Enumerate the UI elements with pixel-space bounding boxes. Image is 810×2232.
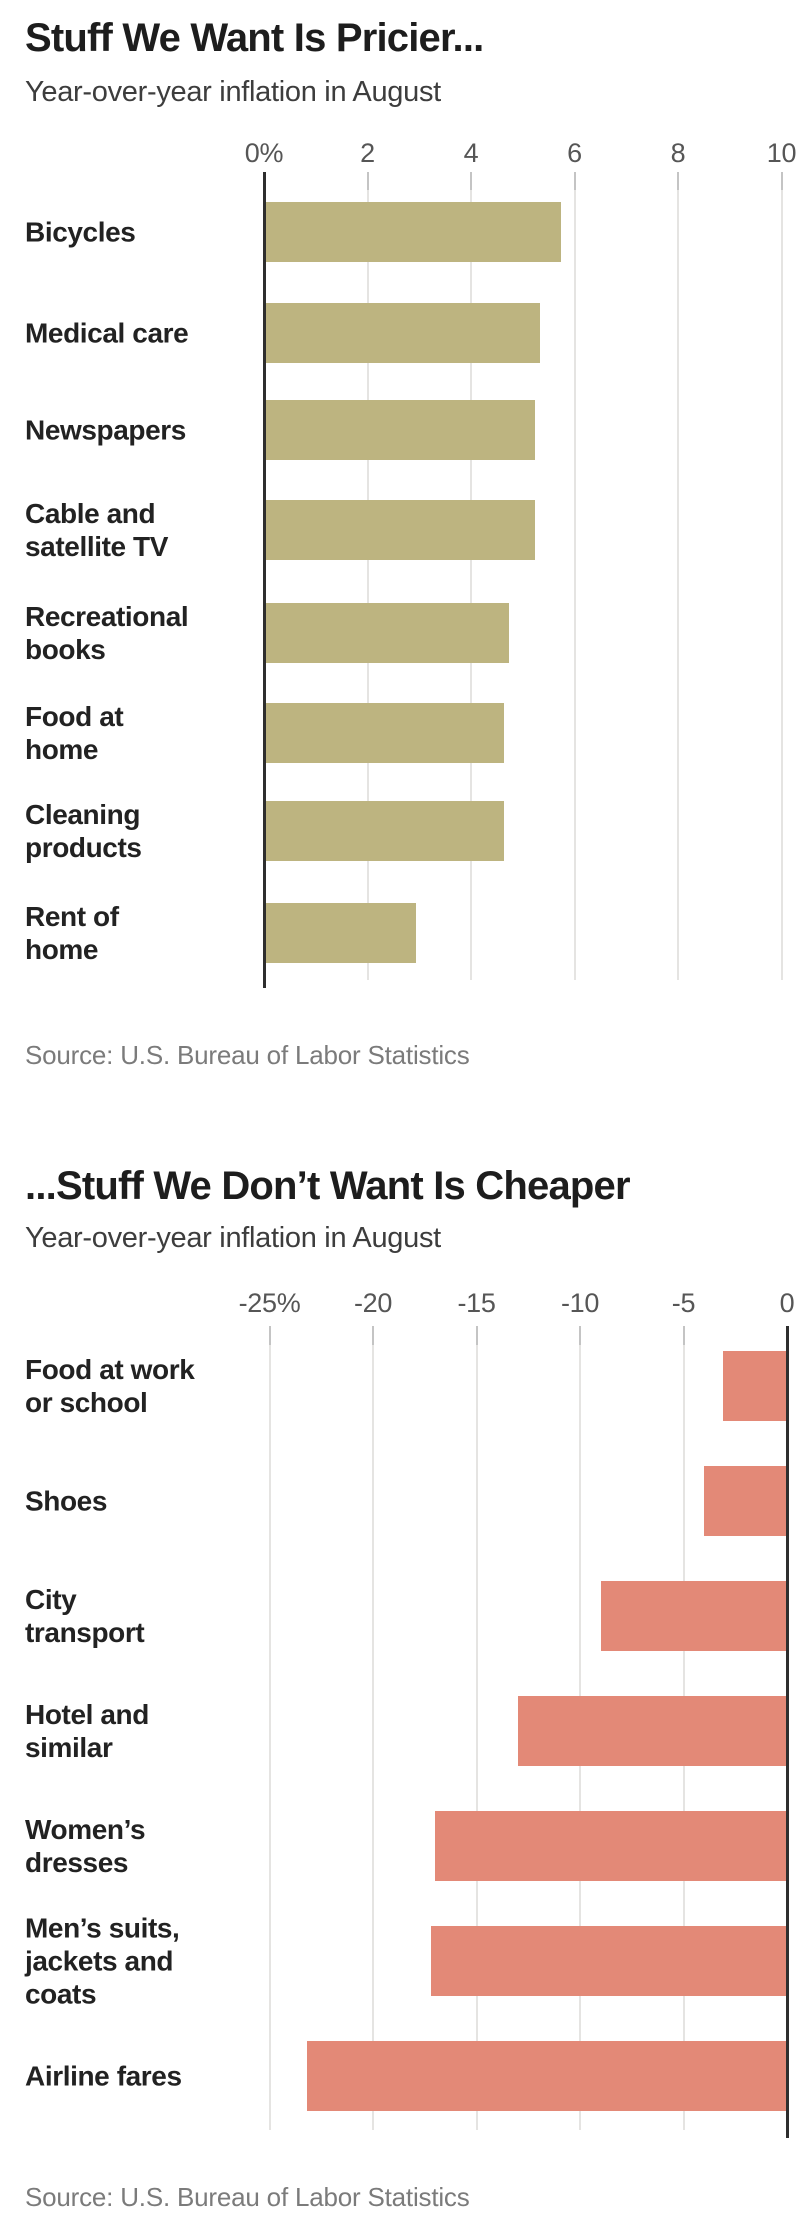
bar-shoes [704,1466,787,1536]
axis-tick-mark [268,1326,271,1345]
category-label: Food at home [25,701,124,765]
source-note-pricier: Source: U.S. Bureau of Labor Statistics [25,1040,470,1070]
axis-tick-label: -25% [238,1288,301,1318]
axis-tick-mark [780,172,783,190]
bar-newspapers [266,400,536,460]
gridline [475,1345,478,2130]
axis-tick-mark [682,1326,685,1345]
axis-tick-mark [573,172,576,190]
category-label: Newspapers [25,414,186,446]
category-label: Women’s dresses [25,1814,146,1878]
axis-tick-label: 6 [567,138,582,168]
chart-subtitle-cheaper: Year-over-year inflation in August [25,1222,441,1254]
bar-recreational-books [266,603,510,663]
category-label: Cable and satellite TV [25,498,169,562]
axis-tick-mark [470,172,472,190]
category-label: Food at work or school [25,1354,195,1418]
category-label: Bicycles [25,216,136,248]
axis-tick-label: 4 [463,138,479,168]
bar-cable-and-satellite-tv [266,500,536,560]
axis-tick-mark [475,1326,478,1345]
gridline [677,190,679,980]
category-label: Airline fares [25,2060,182,2092]
bar-hotel-and-similar [517,1696,787,1766]
bar-cleaning-products [266,801,505,861]
gridline [573,190,576,980]
category-label: Cleaning products [25,799,142,863]
bar-bicycles [266,202,561,262]
category-label: Shoes [25,1485,108,1517]
category-label: City transport [25,1584,145,1648]
chart-stuff-we-dont-want: ...Stuff We Don’t Want Is Cheaper Year-o… [0,1160,810,2232]
axis-tick-label: -20 [353,1288,393,1318]
zero-axis-line [262,172,266,988]
axis-tick-label: 8 [670,138,686,168]
axis-tick-mark [677,172,679,190]
chart-stuff-we-want: Stuff We Want Is Pricier... Year-over-ye… [25,16,797,1070]
axis-tick-label: -15 [457,1288,496,1318]
bar-city-transport [600,1581,787,1651]
category-label: Medical care [25,317,189,349]
axis-tick-label: 0% [244,138,284,168]
gridline [470,190,472,980]
category-label: Men’s suits, jackets and coats [25,1912,180,2010]
bar-airline-fares [306,2041,787,2111]
axis-tick-mark [372,1326,374,1345]
gridline [780,190,783,980]
axis-tick-label: 0 [779,1288,795,1318]
axis-tick-label: 10 [766,138,797,168]
zero-axis-line [785,1326,789,2138]
chart-subtitle-pricier: Year-over-year inflation in August [25,76,441,108]
gridline [372,1345,374,2130]
axis-tick-mark [366,172,369,190]
bar-men-s-suits-jackets-and-coats [430,1926,787,1996]
bar-rent-of-home [266,903,417,963]
axis-tick-label: -5 [671,1288,696,1318]
chart-title-pricier: Stuff We Want Is Pricier... [25,16,484,60]
category-label: Recreational books [25,601,189,665]
category-label: Rent of home [25,901,119,965]
bar-women-s-dresses [435,1811,787,1881]
bar-food-at-home [266,703,505,763]
bar-food-at-work-or-school [722,1351,787,1421]
gridline [268,1345,271,2130]
source-note-cheaper: Source: U.S. Bureau of Labor Statistics [25,2182,470,2212]
gridline [366,190,369,980]
axis-tick-mark [579,1326,581,1345]
axis-tick-label: 2 [360,138,375,168]
chart-title-cheaper: ...Stuff We Don’t Want Is Cheaper [25,1164,631,1208]
category-label: Hotel and similar [25,1699,149,1763]
bar-medical-care [266,303,541,363]
axis-tick-label: -10 [560,1288,600,1318]
